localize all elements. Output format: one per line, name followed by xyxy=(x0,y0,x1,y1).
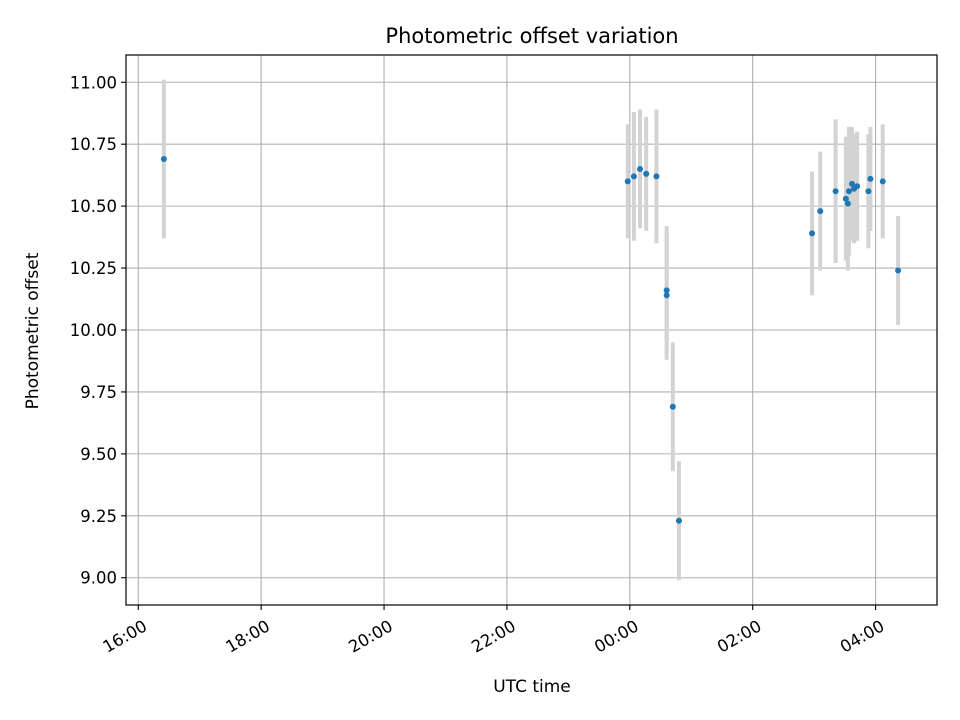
data-point xyxy=(832,188,839,195)
y-axis-ticks: 9.00 9.25 9.50 9.75 10.00 10.25 10.50 10.75 11.0… xyxy=(70,73,126,588)
chart-title: Photometric offset variation xyxy=(385,24,678,48)
y-tick-label: 10.25 xyxy=(70,259,117,278)
data-point xyxy=(624,178,631,185)
data-point xyxy=(844,200,851,207)
y-tick-label: 10.75 xyxy=(70,135,117,154)
x-axis-label: UTC time xyxy=(493,677,571,697)
data-point xyxy=(663,287,670,294)
data-point xyxy=(865,188,872,195)
y-tick-label: 9.75 xyxy=(80,383,117,402)
data-point xyxy=(879,178,886,185)
data-point xyxy=(845,188,852,195)
data-points xyxy=(160,156,902,524)
data-point xyxy=(160,156,167,163)
data-point xyxy=(817,208,824,215)
data-point xyxy=(637,165,644,172)
data-point xyxy=(663,292,670,299)
data-point xyxy=(643,170,650,177)
data-point xyxy=(854,183,861,190)
data-point xyxy=(842,195,849,202)
data-point xyxy=(630,173,637,180)
y-tick-label: 11.00 xyxy=(70,73,117,92)
data-point xyxy=(867,175,874,182)
grid-lines xyxy=(126,55,937,605)
data-point xyxy=(653,173,660,180)
y-tick-label: 9.25 xyxy=(80,507,117,526)
y-tick-label: 10.50 xyxy=(70,197,117,216)
data-point xyxy=(895,267,902,274)
data-point xyxy=(849,180,856,187)
y-tick-label: 10.00 xyxy=(70,321,117,340)
y-tick-label: 9.00 xyxy=(80,569,117,588)
data-point xyxy=(675,517,682,524)
y-tick-label: 9.50 xyxy=(80,445,117,464)
data-point xyxy=(669,403,676,410)
data-point xyxy=(809,230,816,237)
y-axis-label: Photometric offset xyxy=(23,252,43,409)
